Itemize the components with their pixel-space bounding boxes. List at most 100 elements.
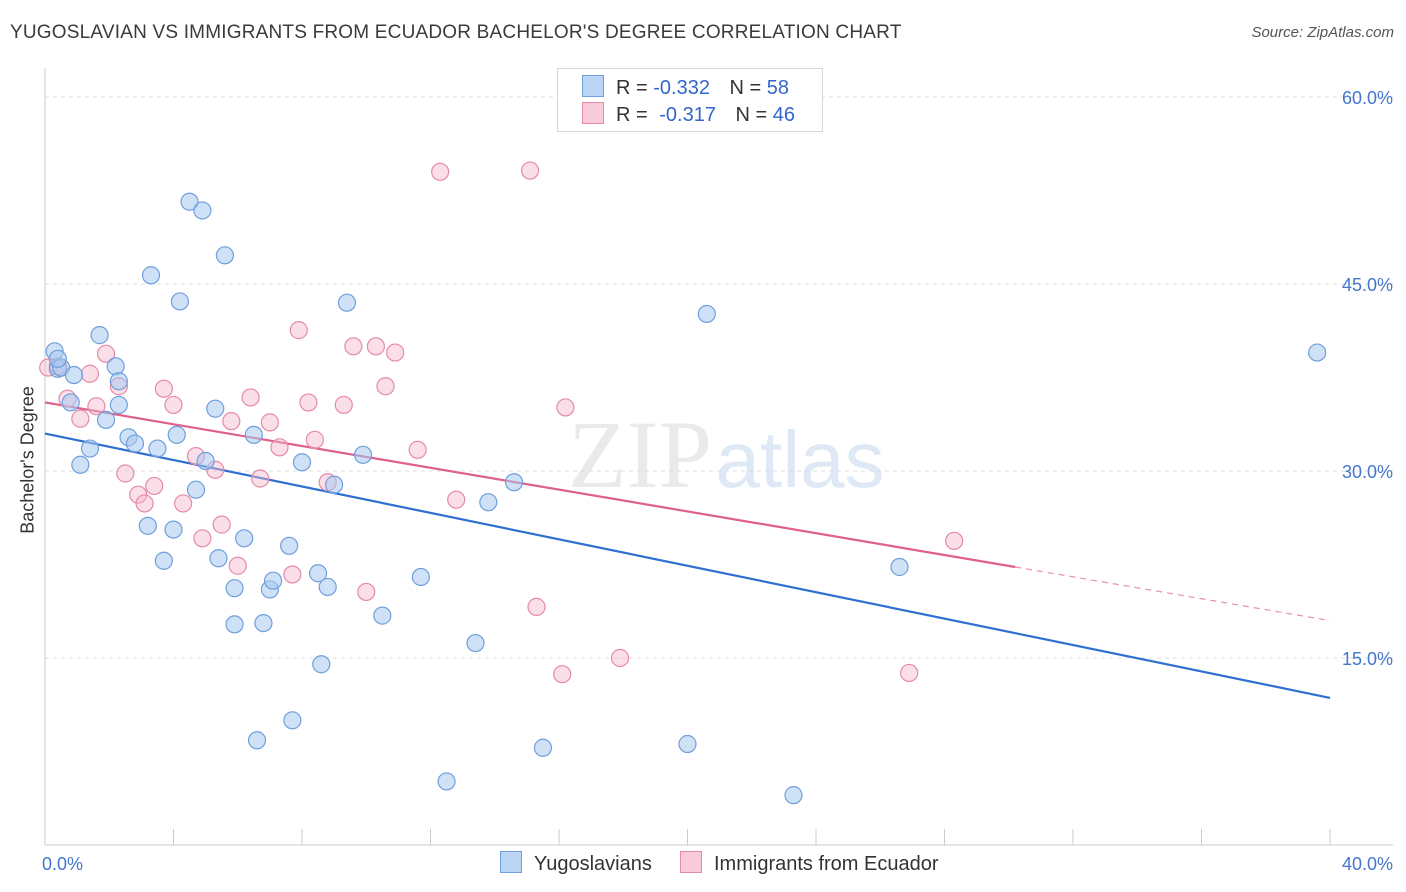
data-point-yugoslavian	[254, 613, 273, 633]
axes	[44, 68, 1393, 846]
data-point-yugoslavian	[209, 549, 228, 568]
data-point-yugoslavian	[504, 473, 524, 492]
y-tick-label: 30.0%	[1342, 462, 1393, 482]
data-point-ecuador	[610, 648, 630, 668]
data-point-yugoslavian	[125, 434, 145, 453]
stats-row-yugoslavians: R = -0.332 N = 58	[582, 75, 789, 101]
data-point-yugoslavian	[141, 266, 161, 285]
data-point-yugoslavian	[890, 557, 909, 577]
data-point-ecuador	[305, 430, 324, 449]
y-tick-label: 15.0%	[1342, 649, 1393, 669]
grid-lines	[45, 96, 1393, 659]
data-point-ecuador	[299, 393, 318, 412]
y-tick-label: 60.0%	[1342, 88, 1393, 108]
data-point-ecuador	[357, 582, 376, 602]
y-tick-label: 45.0%	[1342, 275, 1393, 295]
data-point-yugoslavian	[479, 493, 498, 512]
watermark-atlas: atlas	[716, 415, 885, 504]
data-point-yugoslavian	[697, 304, 716, 324]
data-point-yugoslavian	[437, 772, 456, 791]
data-point-ecuador	[520, 161, 540, 180]
data-point-ecuador	[553, 665, 572, 684]
data-point-ecuador	[71, 409, 90, 428]
data-point-yugoslavian	[138, 516, 157, 535]
data-point-yugoslavian	[196, 451, 215, 471]
data-point-ecuador	[283, 565, 302, 584]
data-point-yugoslavian	[308, 564, 328, 583]
data-point-ecuador	[135, 494, 154, 513]
x-tick-label: 40.0%	[1342, 854, 1393, 874]
n-label: N =	[735, 104, 768, 126]
data-point-yugoslavian	[206, 399, 225, 418]
data-point-yugoslavian	[292, 453, 312, 472]
data-point-ecuador	[193, 529, 212, 548]
data-point-ecuador	[289, 321, 308, 340]
data-point-ecuador	[556, 398, 575, 417]
data-point-ecuador	[154, 379, 173, 398]
data-point-yugoslavian	[109, 372, 128, 391]
pink-swatch	[582, 102, 604, 124]
n-value: 58	[766, 77, 790, 99]
r-label: R =	[616, 77, 648, 99]
data-point-yugoslavian	[186, 480, 206, 499]
data-point-ecuador	[447, 490, 466, 509]
legend-item-yugoslavians[interactable]: Yugoslavians	[500, 851, 652, 876]
trend-line-dashed-extension	[1015, 566, 1331, 622]
data-point-yugoslavian	[312, 655, 331, 674]
data-point-yugoslavian	[325, 475, 344, 494]
trend-lines	[44, 401, 1331, 699]
data-point-ecuador	[344, 337, 363, 356]
data-point-yugoslavian	[167, 425, 186, 444]
data-point-yugoslavian	[263, 571, 283, 590]
n-label: N =	[729, 77, 762, 99]
watermark-zip: ZIP	[568, 401, 712, 508]
data-point-yugoslavian	[411, 567, 430, 587]
y-axis-label: Bachelor's Degree	[17, 386, 38, 534]
data-point-yugoslavian	[280, 536, 299, 555]
data-point-ecuador	[431, 162, 450, 181]
data-point-yugoslavian	[80, 439, 100, 458]
data-point-ecuador	[334, 395, 353, 415]
data-point-ecuador	[174, 494, 193, 513]
data-point-yugoslavian	[154, 551, 173, 570]
pink-swatch	[680, 851, 702, 873]
data-point-ecuador	[366, 337, 385, 356]
data-point-yugoslavian	[164, 520, 183, 539]
watermark: ZIP atlas	[568, 401, 884, 508]
data-point-yugoslavian	[71, 455, 90, 474]
data-point-ecuador	[270, 438, 289, 457]
data-point-yugoslavian	[283, 711, 302, 730]
data-point-yugoslavian	[193, 201, 212, 220]
r-value: -0.317	[659, 104, 716, 126]
data-point-yugoslavian	[225, 615, 244, 634]
legend-item-immigrants-from-ecuador[interactable]: Immigrants from Ecuador	[680, 851, 939, 876]
data-point-yugoslavian	[61, 393, 80, 412]
n-value: 46	[772, 104, 796, 126]
data-point-yugoslavian	[247, 731, 267, 750]
data-point-yugoslavian	[533, 738, 553, 757]
data-point-ecuador	[222, 412, 241, 431]
data-point-ecuador	[900, 663, 919, 683]
data-point-yugoslavian	[215, 246, 234, 265]
chart-title: YUGOSLAVIAN VS IMMIGRANTS FROM ECUADOR B…	[10, 22, 902, 43]
source-label: Source: ZipAtlas.com	[1251, 24, 1394, 41]
data-point-yugoslavian	[225, 579, 244, 598]
data-point-yugoslavian	[318, 577, 337, 597]
blue-swatch	[582, 75, 604, 97]
data-point-ecuador	[212, 515, 231, 534]
data-point-ecuador	[376, 377, 395, 396]
data-point-yugoslavian	[48, 349, 67, 368]
data-point-ecuador	[145, 476, 164, 496]
stats-row-ecuador: R = -0.317 N = 46	[582, 102, 795, 128]
data-point-ecuador	[945, 531, 964, 550]
data-point-yugoslavian	[1308, 343, 1327, 362]
data-point-yugoslavian	[373, 606, 392, 625]
data-point-ecuador	[96, 344, 116, 363]
data-point-ecuador	[408, 440, 427, 459]
r-value: -0.332	[653, 77, 710, 99]
data-point-yugoslavian	[170, 292, 190, 311]
data-point-ecuador	[228, 556, 247, 575]
data-point-yugoslavian	[109, 395, 128, 415]
trend-line-yugoslavians	[44, 432, 1331, 699]
